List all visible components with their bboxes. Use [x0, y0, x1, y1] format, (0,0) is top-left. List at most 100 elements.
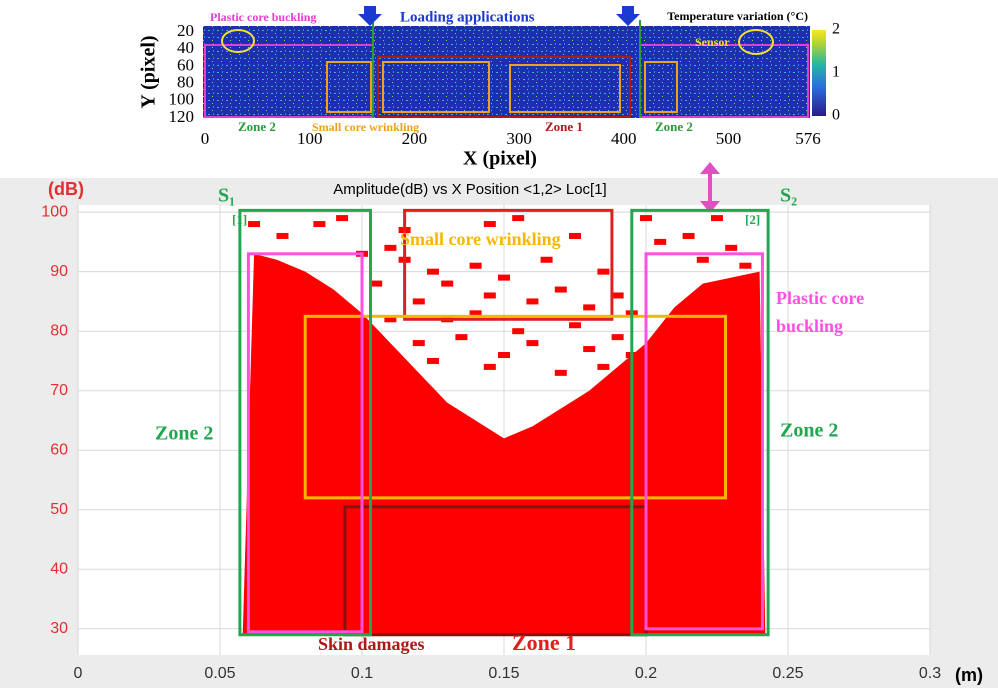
- x-tick-label: 200: [402, 129, 428, 148]
- annotation: Zone 2: [655, 119, 693, 134]
- x-tick-label: 0.3: [919, 665, 941, 682]
- hit-point: [455, 334, 468, 341]
- annotation: [1]: [232, 212, 247, 227]
- hit-point: [554, 369, 567, 376]
- x-axis-label: (m): [955, 665, 983, 685]
- hit-point: [248, 221, 261, 228]
- thermal-image: [203, 26, 810, 118]
- annotation: [2]: [745, 212, 760, 227]
- annotation: Skin damages: [318, 634, 425, 654]
- hit-point: [597, 268, 610, 275]
- annotation: Zone 1: [545, 119, 583, 134]
- x-axis-label: X (pixel): [463, 148, 537, 170]
- hit-point: [336, 215, 349, 222]
- x-tick-label: 400: [611, 129, 637, 148]
- annotation: Zone 1: [512, 630, 576, 655]
- annotation: buckling: [776, 316, 843, 336]
- region-box: [403, 208, 614, 321]
- hit-point: [427, 268, 439, 275]
- hit-point: [711, 215, 723, 222]
- region-box: [238, 208, 373, 637]
- hit-point: [512, 215, 525, 222]
- hit-point: [597, 363, 610, 370]
- hit-point: [696, 256, 709, 263]
- x-tick-label: 100: [297, 129, 323, 148]
- hit-point: [441, 280, 454, 287]
- region-box: [303, 314, 728, 500]
- colorbar: [812, 30, 826, 116]
- hit-point: [313, 221, 326, 228]
- x-tick-label: 0.15: [488, 665, 519, 682]
- y-tick-label: 40: [177, 38, 194, 57]
- y-tick-label: 60: [177, 55, 194, 74]
- colorbar-tick-label: 2: [832, 21, 840, 38]
- hit-point: [583, 346, 596, 353]
- y-tick-label: 100: [41, 203, 68, 220]
- x-tick-label: 0.25: [772, 665, 803, 682]
- hit-point: [469, 262, 482, 269]
- region-box: [630, 208, 770, 637]
- annotation: Zone 2: [238, 119, 276, 134]
- x-tick-label: 300: [506, 129, 532, 148]
- y-tick-label: 30: [50, 620, 68, 637]
- annotation: Plastic core buckling: [210, 10, 316, 24]
- annotation: Small core wrinkling: [400, 229, 561, 249]
- y-tick-label: 60: [50, 441, 68, 458]
- x-tick-label: 0.05: [204, 665, 235, 682]
- x-tick-label: 0: [74, 665, 83, 682]
- hit-point: [526, 298, 539, 305]
- region-box: [644, 252, 764, 631]
- annotation: Small core wrinkling: [312, 120, 419, 134]
- hit-point: [384, 316, 397, 323]
- hit-point: [412, 298, 425, 305]
- hit-point: [540, 256, 553, 263]
- hit-point: [469, 310, 482, 317]
- hit-point: [498, 274, 510, 281]
- colorbar-tick-label: 1: [832, 64, 840, 81]
- x-tick-label: 0.2: [635, 665, 657, 682]
- hit-point: [427, 357, 439, 364]
- y-tick-label: 80: [177, 73, 194, 92]
- link-arrow: [700, 162, 720, 213]
- x-tick-label: 576: [795, 129, 821, 148]
- hit-point: [640, 215, 652, 222]
- hit-point: [483, 221, 496, 228]
- hit-point: [276, 232, 289, 239]
- hit-point: [569, 232, 581, 239]
- hit-point: [412, 340, 425, 347]
- hit-point: [654, 238, 667, 245]
- hit-point: [682, 232, 695, 239]
- hit-point: [554, 286, 567, 293]
- amplitude-area: [242, 253, 766, 635]
- y-tick-label: 50: [50, 501, 68, 518]
- hit-point: [498, 352, 510, 358]
- y-tick-label: 70: [50, 382, 68, 399]
- y-tick-label: 80: [50, 322, 68, 339]
- region-box: [246, 252, 364, 634]
- hit-point: [583, 304, 596, 311]
- hit-point: [526, 340, 539, 347]
- x-tick-label: 0: [201, 129, 210, 148]
- arrows: [358, 6, 640, 26]
- x-tick-label: 0.1: [351, 665, 373, 682]
- hit-point: [384, 244, 397, 251]
- hit-point: [483, 292, 496, 299]
- annotation: Zone 2: [780, 420, 838, 442]
- y-axis-label: Y (pixel): [138, 35, 160, 108]
- annotation: Sensor: [695, 35, 730, 49]
- hit-point: [483, 363, 496, 370]
- y-tick-label: 120: [169, 107, 195, 126]
- hit-point: [739, 262, 752, 269]
- annotation: Zone 2: [155, 423, 213, 445]
- colorbar-tick-label: 0: [832, 107, 840, 124]
- colorbar-label: Temperature variation (°C): [667, 9, 808, 23]
- hit-point: [569, 322, 581, 329]
- y-axis-label: (dB): [48, 179, 84, 199]
- thermal-boxes: [204, 20, 809, 118]
- hit-point: [512, 328, 525, 335]
- annotation: Plastic core: [776, 288, 864, 308]
- hit-point: [725, 244, 738, 251]
- x-tick-label: 500: [716, 129, 742, 148]
- y-tick-label: 20: [177, 21, 194, 40]
